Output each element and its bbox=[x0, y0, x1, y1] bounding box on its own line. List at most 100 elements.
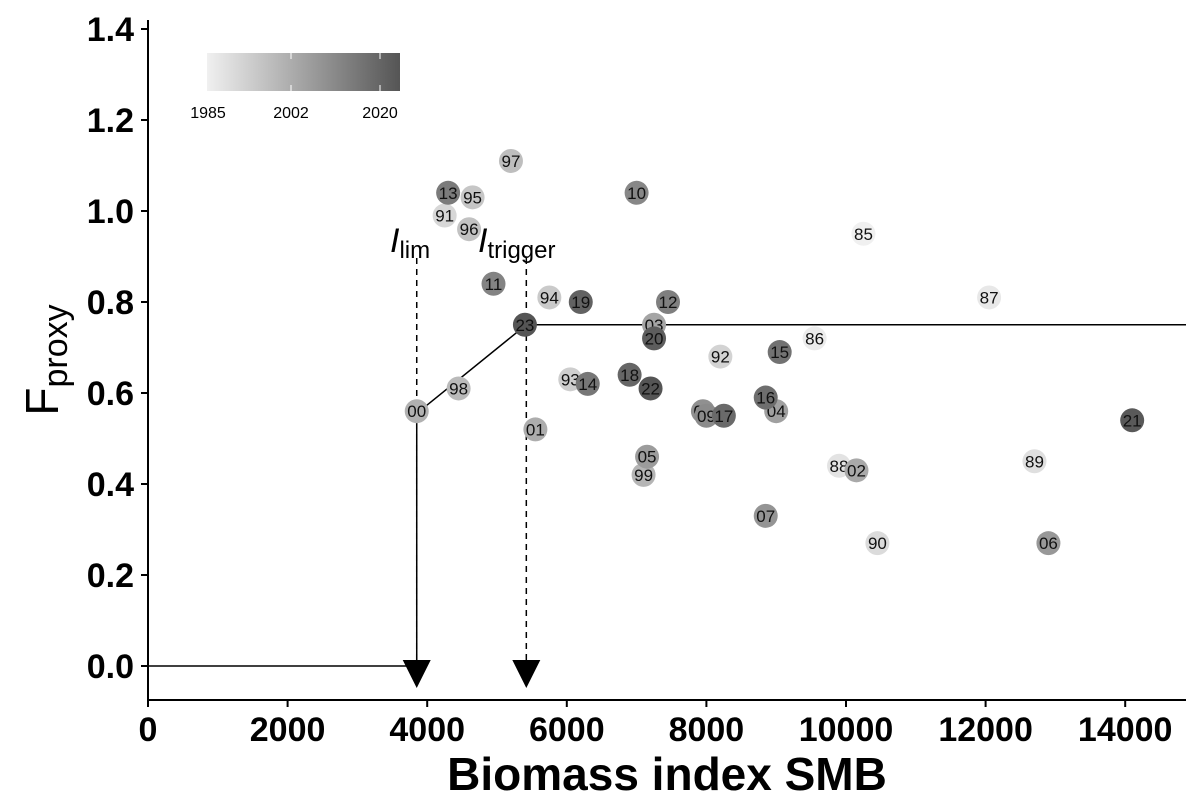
ilim-label-main: I bbox=[390, 222, 400, 260]
data-point-label: 94 bbox=[540, 288, 559, 307]
data-point bbox=[638, 376, 663, 401]
data-point-label: 93 bbox=[561, 370, 580, 389]
data-point-label: 12 bbox=[659, 293, 678, 312]
data-point bbox=[694, 403, 719, 428]
data-point bbox=[635, 444, 660, 469]
data-point bbox=[708, 344, 733, 369]
data-point-label: 91 bbox=[435, 207, 454, 226]
data-point-label: 95 bbox=[463, 188, 482, 207]
data-point bbox=[436, 180, 461, 205]
data-point bbox=[642, 326, 667, 351]
data-point-label: 20 bbox=[645, 329, 664, 348]
data-point-label: 87 bbox=[980, 288, 999, 307]
data-point-label: 96 bbox=[460, 220, 479, 239]
data-point bbox=[575, 371, 600, 396]
data-point bbox=[753, 385, 778, 410]
data-point-label: 22 bbox=[641, 379, 660, 398]
x-tick-label: 12000 bbox=[938, 711, 1033, 749]
ilim-label: Ilim bbox=[390, 222, 430, 264]
data-point-label: 97 bbox=[501, 152, 520, 171]
legend-label-2002: 2002 bbox=[273, 105, 309, 122]
data-point bbox=[537, 285, 562, 310]
x-axis-title: Biomass index SMB bbox=[447, 748, 887, 796]
data-point-label: 07 bbox=[756, 507, 775, 526]
x-tick-label: 10000 bbox=[799, 711, 894, 749]
data-point-label: 06 bbox=[1039, 534, 1058, 553]
data-point-label: 13 bbox=[439, 184, 458, 203]
data-point bbox=[523, 417, 548, 442]
y-axis-ticks: 0.0 0.2 0.4 0.6 0.8 1.0 1.2 1.4 bbox=[87, 11, 148, 686]
x-tick-label: 2000 bbox=[250, 711, 326, 749]
y-tick-label: 1.4 bbox=[87, 11, 134, 49]
data-point-label: 19 bbox=[571, 293, 590, 312]
x-tick-label: 4000 bbox=[389, 711, 465, 749]
data-point bbox=[446, 376, 471, 401]
itrigger-label: Itrigger bbox=[478, 222, 555, 264]
data-point bbox=[977, 285, 1002, 310]
data-point bbox=[656, 290, 681, 314]
data-point-label: 89 bbox=[1025, 452, 1044, 471]
data-point-label: 00 bbox=[407, 402, 426, 421]
data-point-label: 99 bbox=[634, 466, 653, 485]
data-point-label: 10 bbox=[627, 184, 646, 203]
data-point bbox=[851, 221, 876, 246]
data-point bbox=[498, 148, 523, 173]
data-point bbox=[631, 462, 656, 487]
data-point bbox=[568, 290, 593, 314]
data-point-label: 02 bbox=[847, 461, 866, 480]
data-point-label: 14 bbox=[578, 375, 597, 394]
y-tick-label: 0.6 bbox=[87, 375, 134, 413]
data-point bbox=[753, 503, 778, 528]
data-point bbox=[404, 399, 429, 424]
x-axis-ticks: 0 2000 4000 6000 8000 10000 12000 14000 bbox=[139, 700, 1173, 749]
data-point bbox=[844, 458, 869, 483]
data-point bbox=[767, 340, 792, 365]
year-colorbar bbox=[207, 53, 400, 91]
data-point bbox=[1022, 449, 1047, 474]
data-point-label: 11 bbox=[485, 275, 503, 294]
itrigger-label-sub: trigger bbox=[487, 237, 555, 264]
itrigger-label-main: I bbox=[478, 222, 488, 260]
data-point-label: 23 bbox=[515, 316, 534, 335]
x-tick-label: 6000 bbox=[529, 711, 605, 749]
data-point-label: 86 bbox=[805, 329, 824, 348]
legend-label-2020: 2020 bbox=[362, 105, 398, 122]
y-tick-label: 0.8 bbox=[87, 284, 134, 322]
ilim-arrowhead bbox=[402, 660, 431, 688]
ilim-label-sub: lim bbox=[399, 237, 430, 264]
harvest-control-rule bbox=[148, 258, 1186, 688]
y-axis-title: Fproxy bbox=[16, 304, 75, 415]
data-point bbox=[1036, 531, 1061, 556]
x-tick-label: 0 bbox=[139, 711, 158, 749]
y-tick-label: 0.0 bbox=[87, 648, 134, 686]
data-point bbox=[460, 185, 485, 210]
y-tick-label: 1.2 bbox=[87, 102, 134, 140]
data-point-label: 09 bbox=[697, 407, 716, 426]
data-point-label: 16 bbox=[756, 389, 775, 408]
data-point bbox=[711, 403, 736, 428]
x-tick-label: 8000 bbox=[669, 711, 745, 749]
hcr-ramp-segment bbox=[416, 324, 527, 415]
data-point-label: 17 bbox=[714, 407, 733, 426]
x-tick-label: 14000 bbox=[1078, 711, 1173, 749]
data-point bbox=[865, 531, 890, 556]
y-tick-label: 0.4 bbox=[87, 466, 134, 504]
data-point-label: 85 bbox=[854, 225, 873, 244]
data-point-label: 90 bbox=[868, 534, 887, 553]
data-point bbox=[432, 203, 457, 228]
data-point bbox=[481, 271, 506, 296]
data-point-label: 92 bbox=[711, 348, 730, 367]
data-point bbox=[457, 217, 482, 242]
data-point-label: 15 bbox=[770, 343, 789, 362]
data-point bbox=[512, 312, 537, 337]
data-point-label: 18 bbox=[620, 366, 639, 385]
legend-label-1985: 1985 bbox=[190, 105, 226, 122]
data-point-label: 05 bbox=[638, 448, 657, 467]
y-tick-label: 0.2 bbox=[87, 557, 134, 595]
data-point bbox=[624, 180, 649, 205]
data-point-label: 88 bbox=[830, 457, 849, 476]
data-point bbox=[1120, 408, 1145, 433]
y-axis-title-sub: proxy bbox=[37, 304, 75, 387]
